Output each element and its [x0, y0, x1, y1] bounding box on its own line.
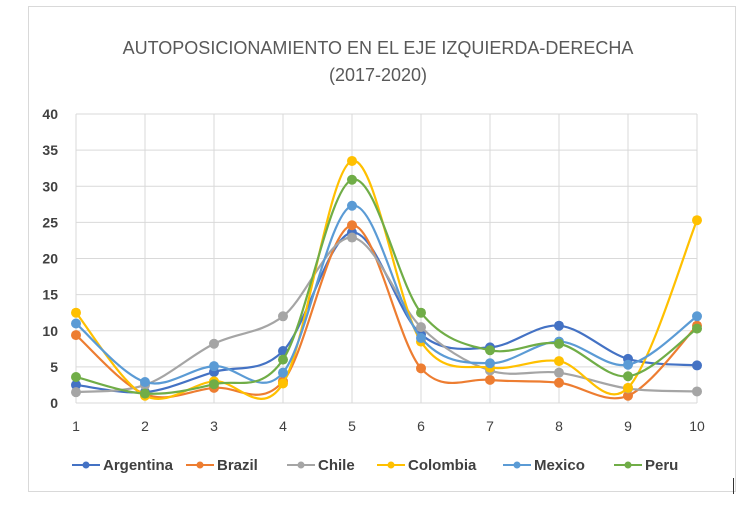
x-tick-label: 5 — [348, 418, 356, 434]
data-point-mexico — [485, 358, 495, 369]
data-point-argentina — [692, 360, 702, 371]
legend-marker-peru — [624, 461, 632, 469]
x-tick-label: 9 — [624, 418, 632, 434]
data-point-peru — [278, 354, 288, 365]
data-point-chile — [416, 322, 426, 333]
y-tick-label: 25 — [42, 214, 58, 230]
data-point-brazil — [71, 330, 81, 341]
data-point-brazil — [554, 377, 564, 388]
legend-label-peru: Peru — [645, 457, 678, 474]
data-point-argentina — [71, 379, 81, 390]
data-point-colombia — [623, 382, 633, 393]
data-point-peru — [347, 174, 357, 185]
data-point-mexico — [209, 361, 219, 372]
legend-label-chile: Chile — [318, 457, 355, 474]
x-tick-label: 2 — [141, 418, 149, 434]
legend-marker-argentina — [82, 461, 90, 469]
legend-marker-brazil — [196, 461, 204, 469]
data-point-colombia — [347, 155, 357, 166]
data-point-peru — [416, 307, 426, 318]
x-tick-label: 4 — [279, 418, 287, 434]
data-point-brazil — [623, 390, 633, 401]
legend-marker-colombia — [387, 461, 395, 469]
data-point-chile — [278, 311, 288, 322]
series-line-peru — [75, 178, 698, 395]
chart-subtitle: (2017-2020) — [329, 65, 427, 85]
data-point-peru — [554, 338, 564, 349]
y-tick-label: 30 — [42, 178, 58, 194]
data-point-mexico — [71, 318, 81, 329]
data-point-colombia — [692, 215, 702, 226]
y-tick-label: 35 — [42, 142, 58, 158]
x-tick-label: 8 — [555, 418, 563, 434]
legend-label-mexico: Mexico — [534, 457, 585, 474]
text-cursor — [733, 478, 734, 494]
y-tick-label: 20 — [42, 251, 58, 267]
data-point-brazil — [347, 220, 357, 231]
data-point-chile — [692, 386, 702, 397]
y-tick-label: 10 — [42, 323, 58, 339]
legend-marker-mexico — [513, 461, 521, 469]
data-point-peru — [485, 345, 495, 356]
data-point-chile — [554, 367, 564, 378]
x-tick-label: 7 — [486, 418, 494, 434]
chart-title: AUTOPOSICIONAMIENTO EN EL EJE IZQUIERDA-… — [123, 38, 634, 58]
data-point-mexico — [623, 359, 633, 370]
x-tick-label: 10 — [689, 418, 705, 434]
data-point-argentina — [554, 320, 564, 331]
data-point-mexico — [278, 367, 288, 378]
y-tick-label: 5 — [50, 359, 58, 375]
legend-label-brazil: Brazil — [217, 457, 258, 474]
data-point-peru — [209, 379, 219, 390]
x-tick-label: 1 — [72, 418, 80, 434]
y-tick-label: 0 — [50, 395, 58, 411]
data-point-mexico — [347, 200, 357, 211]
series-line-colombia — [75, 159, 699, 400]
data-point-chile — [209, 338, 219, 349]
data-point-brazil — [416, 363, 426, 374]
chart-frame — [28, 6, 736, 492]
legend-label-colombia: Colombia — [408, 457, 477, 474]
legend-label-argentina: Argentina — [103, 457, 174, 474]
y-tick-label: 15 — [42, 287, 58, 303]
data-point-mexico — [692, 311, 702, 322]
x-tick-label: 3 — [210, 418, 218, 434]
data-point-peru — [692, 323, 702, 334]
data-point-colombia — [554, 356, 564, 367]
data-point-chile — [347, 232, 357, 243]
data-point-brazil — [485, 374, 495, 385]
data-point-chile — [71, 387, 81, 398]
data-point-mexico — [140, 377, 150, 388]
data-point-peru — [71, 371, 81, 382]
data-point-peru — [623, 371, 633, 382]
x-tick-label: 6 — [417, 418, 425, 434]
data-point-colombia — [71, 307, 81, 318]
data-point-peru — [140, 388, 150, 399]
series-line-mexico — [75, 204, 698, 385]
legend-marker-chile — [297, 461, 305, 469]
y-tick-label: 40 — [42, 106, 58, 122]
data-point-mexico — [416, 332, 426, 343]
data-point-colombia — [278, 378, 288, 389]
